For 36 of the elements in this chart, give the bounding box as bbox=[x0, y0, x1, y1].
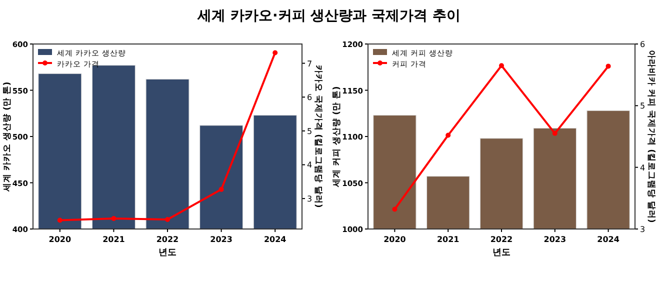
point bbox=[499, 63, 504, 68]
y2-tick-label: 7 bbox=[307, 59, 312, 68]
x-axis-title: 년도 bbox=[492, 248, 510, 258]
x-tick-label: 2020 bbox=[48, 235, 72, 244]
x-axis-title: 년도 bbox=[158, 248, 176, 258]
chart-title: 세계 카카오·커피 생산량과 국제가격 추이 bbox=[196, 8, 460, 24]
point bbox=[272, 50, 278, 56]
x-tick-label: 2024 bbox=[597, 235, 620, 244]
point bbox=[165, 217, 170, 222]
y-axis-title: 세계 카카오 생산량 (만 톤) bbox=[2, 82, 12, 192]
y2-tick-label: 6 bbox=[640, 40, 646, 49]
x-tick-label: 2020 bbox=[384, 235, 406, 244]
point bbox=[111, 216, 116, 222]
point bbox=[552, 130, 558, 136]
y2-tick-label: 6 bbox=[307, 93, 312, 102]
x-tick-label: 2022 bbox=[156, 235, 179, 244]
x-tick-label: 2023 bbox=[210, 235, 232, 244]
point bbox=[218, 186, 224, 192]
x-tick-label: 2021 bbox=[436, 235, 460, 244]
x-tick-label: 2021 bbox=[102, 235, 126, 244]
y2-axis-title: 아라비카 커피 국제가격 (킬로그램당 달러) bbox=[646, 50, 656, 223]
x-tick-label: 2022 bbox=[490, 235, 513, 244]
x-tick-label: 2023 bbox=[544, 235, 566, 244]
point bbox=[57, 218, 62, 223]
y2-tick-label: 3 bbox=[640, 225, 646, 234]
point bbox=[392, 206, 398, 212]
point bbox=[606, 64, 611, 69]
y2-tick-label: 4 bbox=[307, 160, 312, 170]
y-axis-title: 세계 커피 생산량 (만 톤) bbox=[332, 86, 342, 188]
y2-tick-label: 5 bbox=[307, 126, 312, 136]
y2-tick-label: 5 bbox=[640, 102, 646, 111]
y2-axis-title: 카카오 국제가격 (킬로그램당 달러) bbox=[313, 65, 323, 208]
x-tick-label: 2024 bbox=[264, 235, 287, 244]
y2-tick-label: 3 bbox=[307, 194, 312, 204]
y2-tick-label: 4 bbox=[640, 163, 646, 172]
point bbox=[446, 132, 451, 138]
